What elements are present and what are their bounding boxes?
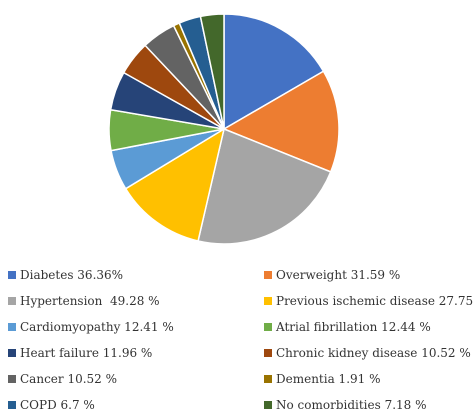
legend-item: Heart failure 11.96 %: [8, 340, 264, 366]
legend-swatch: [8, 297, 16, 305]
legend-item: Atrial fibrillation 12.44 %: [264, 314, 472, 340]
legend-label: Atrial fibrillation 12.44 %: [276, 320, 431, 334]
legend-item: Overweight 31.59 %: [264, 262, 472, 288]
legend-label: Previous ischemic disease 27.75 %: [276, 294, 474, 308]
pie-slice-overweight: [222, 70, 340, 173]
legend-item: Diabetes 36.36%: [8, 262, 264, 288]
legend-label: No comorbidities 7.18 %: [276, 398, 427, 412]
legend-swatch: [264, 375, 272, 383]
legend-swatch: [264, 323, 272, 331]
legend-swatch: [8, 375, 16, 383]
legend-label: Overweight 31.59 %: [276, 268, 401, 282]
pie-slices: [108, 13, 340, 245]
legend-item: Previous ischemic disease 27.75 %: [264, 288, 474, 314]
legend-item: COPD 6.7 %: [8, 392, 264, 418]
legend-item: Cancer 10.52 %: [8, 366, 264, 392]
legend-swatch: [8, 323, 16, 331]
legend-label: Cancer 10.52 %: [20, 372, 118, 386]
pie-slice-no-comorbidities: [199, 13, 225, 130]
legend-item: No comorbidities 7.18 %: [264, 392, 472, 418]
legend-item: Chronic kidney disease 10.52 %: [264, 340, 472, 366]
pie-slice-diabetes: [223, 13, 325, 131]
pie-slice-hypertension: [197, 127, 332, 245]
legend-label: COPD 6.7 %: [20, 398, 95, 412]
legend-label: Chronic kidney disease 10.52 %: [276, 346, 471, 360]
legend-label: Hypertension 49.28 %: [20, 294, 160, 308]
legend-swatch: [264, 349, 272, 357]
legend-swatch: [8, 349, 16, 357]
legend-label: Dementia 1.91 %: [276, 372, 381, 386]
legend-label: Cardiomyopathy 12.41 %: [20, 320, 174, 334]
legend: Diabetes 36.36% Overweight 31.59 % Hyperte…: [8, 262, 474, 418]
pie-chart: [108, 13, 340, 245]
legend-item: Cardiomyopathy 12.41 %: [8, 314, 264, 340]
legend-swatch: [264, 297, 272, 305]
legend-label: Diabetes 36.36%: [20, 268, 124, 282]
legend-item: Hypertension 49.28 %: [8, 288, 264, 314]
legend-swatch: [264, 401, 272, 409]
pie-slice-previous-ischemic-disease: [124, 127, 226, 242]
legend-swatch: [264, 271, 272, 279]
legend-item: Dementia 1.91 %: [264, 366, 472, 392]
legend-swatch: [8, 271, 16, 279]
legend-label: Heart failure 11.96 %: [20, 346, 153, 360]
legend-swatch: [8, 401, 16, 409]
